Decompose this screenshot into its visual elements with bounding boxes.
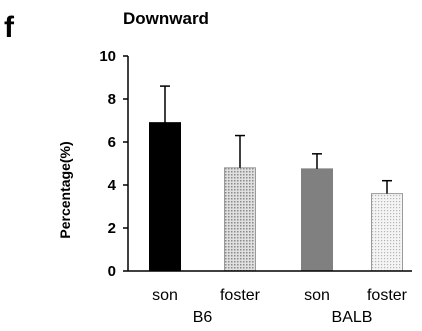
category-label-3: foster xyxy=(367,287,408,304)
category-label-0: son xyxy=(152,287,178,304)
bar-0 xyxy=(149,122,181,272)
y-tick-label: 8 xyxy=(108,91,116,108)
category-label-2: son xyxy=(304,287,330,304)
y-tick-label: 4 xyxy=(108,177,117,194)
bar-3 xyxy=(371,193,403,272)
panel-letter: f xyxy=(4,11,15,44)
x-axis-labels: son foster son foster xyxy=(152,287,408,304)
error-bars xyxy=(160,85,392,194)
y-tick-label: 0 xyxy=(108,263,116,280)
bar-2 xyxy=(301,168,333,272)
bar-1 xyxy=(224,167,256,272)
chart-title: Downward xyxy=(123,9,209,28)
category-label-1: foster xyxy=(220,287,261,304)
y-axis-label: Percentage(%) xyxy=(57,141,73,238)
y-tick-label: 2 xyxy=(108,220,116,237)
y-tick-label: 10 xyxy=(99,48,116,65)
group-label-0: B6 xyxy=(193,309,213,326)
bars xyxy=(149,122,403,272)
group-label-1: BALB xyxy=(332,309,373,326)
y-tick-label: 6 xyxy=(108,134,116,151)
y-axis-ticks: 0 2 4 6 8 10 xyxy=(99,48,128,280)
group-labels: B6 BALB xyxy=(193,309,373,326)
